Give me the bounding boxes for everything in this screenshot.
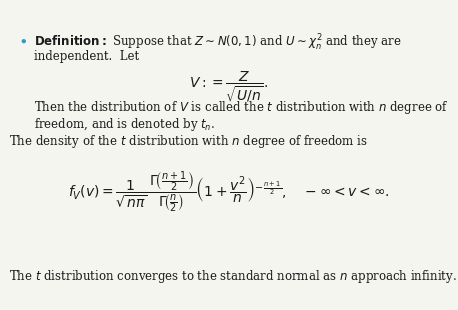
Text: freedom, and is denoted by $t_n$.: freedom, and is denoted by $t_n$. — [34, 116, 216, 133]
Text: $\mathbf{Definition:}$ Suppose that $Z \sim N(0,1)$ and $U \sim \chi^2_n$ and th: $\mathbf{Definition:}$ Suppose that $Z \… — [34, 33, 402, 53]
Text: $V := \dfrac{Z}{\sqrt{U/n}}.$: $V := \dfrac{Z}{\sqrt{U/n}}.$ — [190, 70, 268, 104]
Text: The $t$ distribution converges to the standard normal as $n$ approach infinity.: The $t$ distribution converges to the st… — [9, 268, 457, 285]
Text: Then the distribution of $V$ is called the $t$ distribution with $n$ degree of: Then the distribution of $V$ is called t… — [34, 99, 449, 116]
Text: The density of the $t$ distribution with $n$ degree of freedom is: The density of the $t$ distribution with… — [9, 133, 368, 150]
Text: $\bullet$: $\bullet$ — [18, 33, 27, 47]
Text: independent.  Let: independent. Let — [34, 50, 140, 63]
Text: $f_V(v) = \dfrac{1}{\sqrt{n\pi}} \dfrac{\,\Gamma\!\left(\frac{n+1}{2}\right)}{\G: $f_V(v) = \dfrac{1}{\sqrt{n\pi}} \dfrac{… — [68, 169, 390, 215]
